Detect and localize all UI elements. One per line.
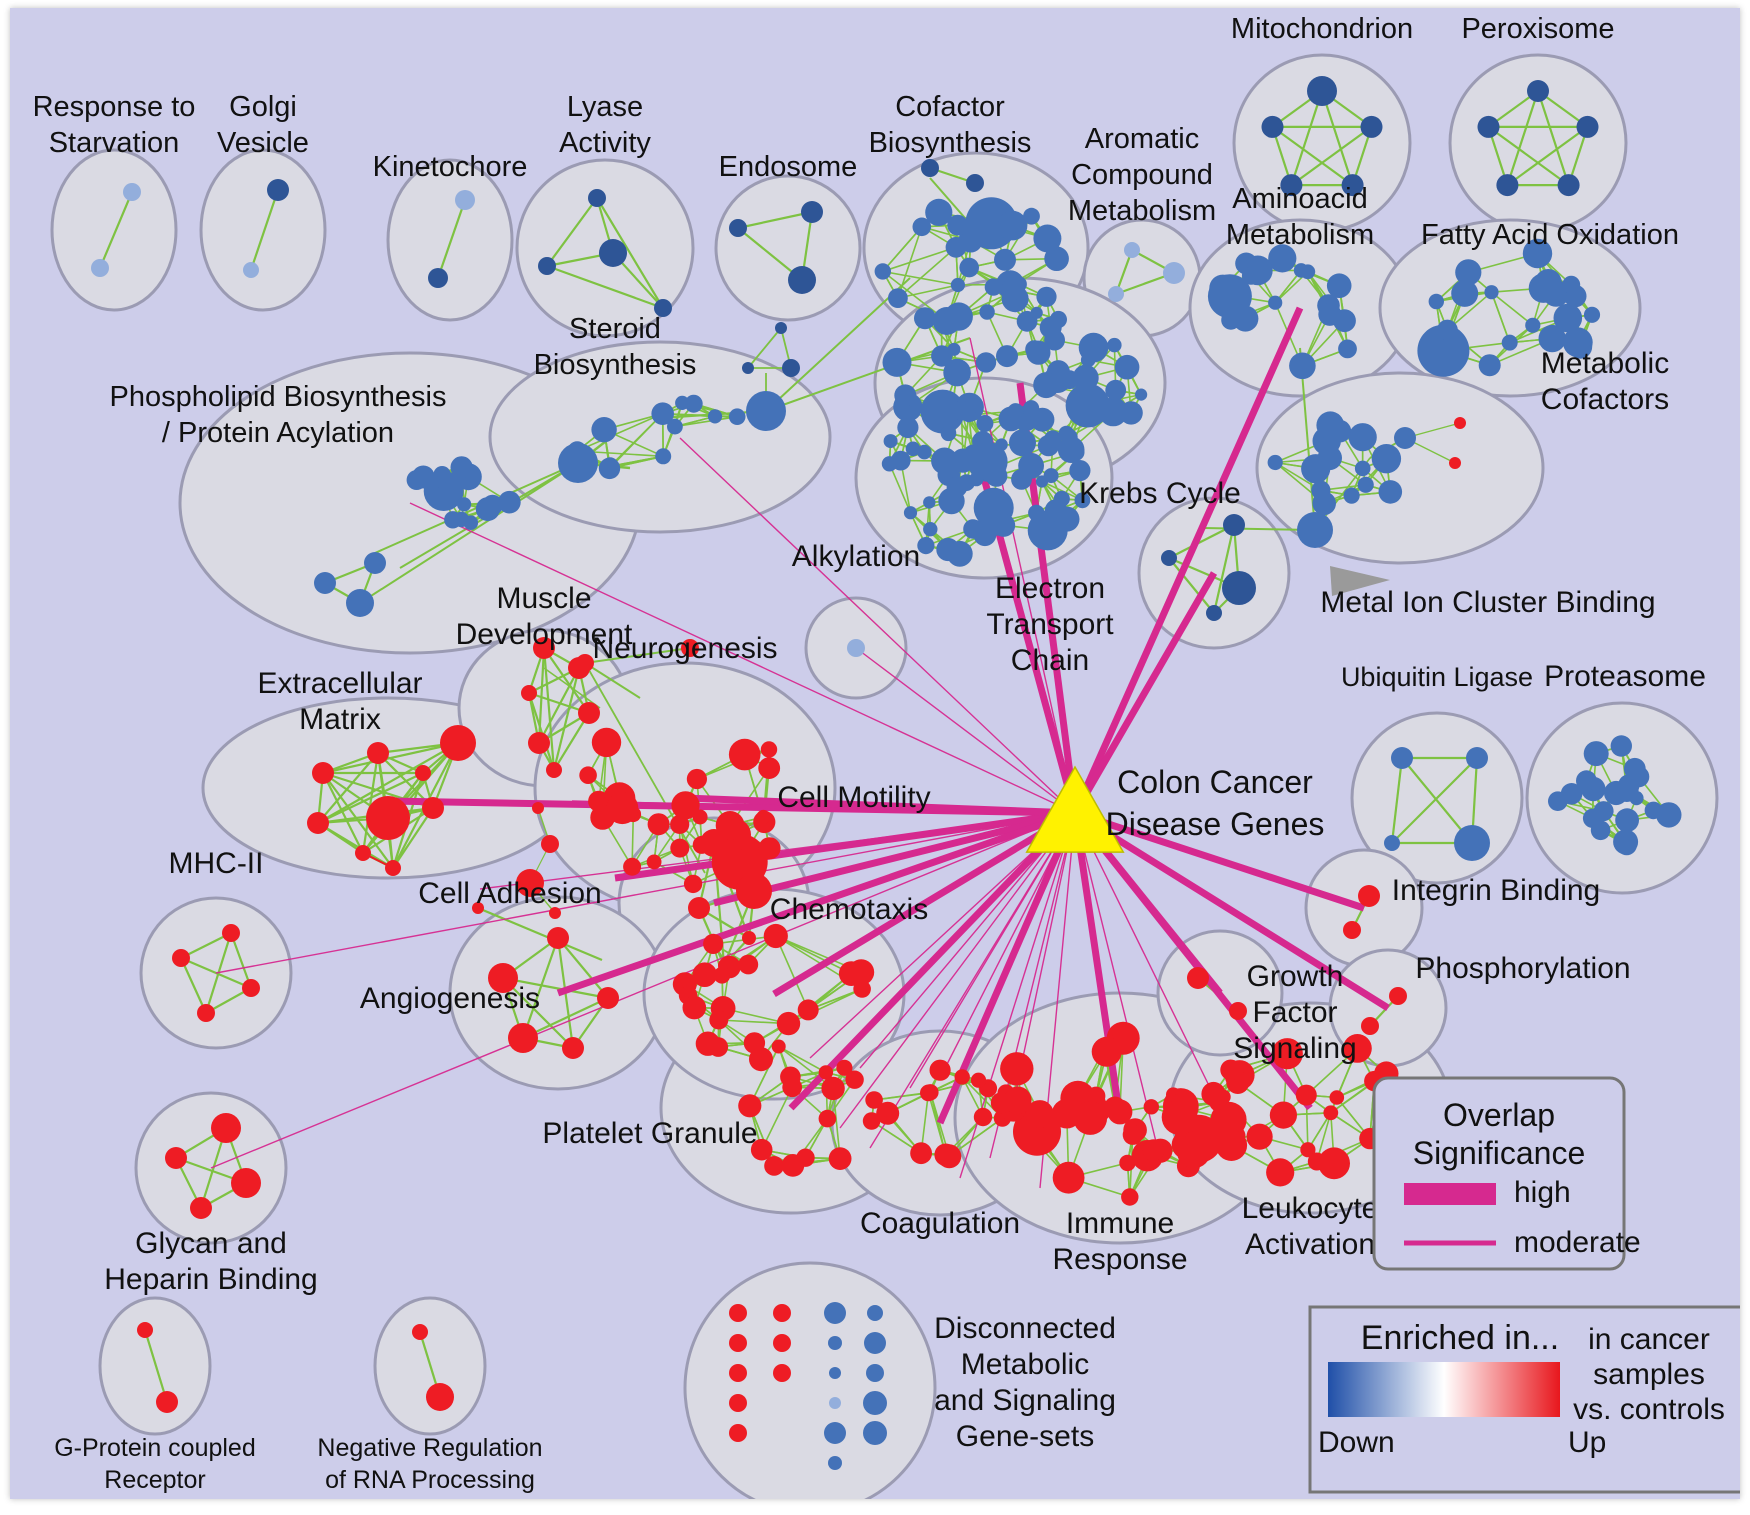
svg-text:Compound: Compound [1071, 159, 1213, 191]
svg-text:Krebs Cycle: Krebs Cycle [1079, 477, 1241, 510]
svg-text:Chemotaxis: Chemotaxis [770, 893, 928, 926]
svg-text:Aminoacid: Aminoacid [1232, 183, 1367, 215]
svg-text:Alkylation: Alkylation [792, 540, 920, 573]
svg-text:Golgi: Golgi [229, 91, 297, 123]
svg-text:Disease Genes: Disease Genes [1106, 806, 1325, 842]
svg-text:/ Protein Acylation: / Protein Acylation [162, 417, 394, 449]
svg-text:Aromatic: Aromatic [1085, 123, 1199, 155]
svg-text:MHC-II: MHC-II [169, 847, 264, 880]
svg-text:Platelet Granule: Platelet Granule [542, 1117, 757, 1150]
svg-text:Metabolism: Metabolism [1068, 195, 1216, 227]
svg-text:Vesicle: Vesicle [217, 127, 309, 159]
svg-text:and Signaling: and Signaling [934, 1384, 1116, 1417]
svg-text:Transport: Transport [986, 608, 1114, 641]
svg-text:Negative Regulation: Negative Regulation [317, 1434, 542, 1462]
svg-text:Starvation: Starvation [49, 127, 180, 159]
svg-text:Response: Response [1052, 1243, 1187, 1276]
svg-text:Endosome: Endosome [719, 151, 858, 183]
svg-text:Ubiquitin Ligase: Ubiquitin Ligase [1341, 662, 1533, 692]
svg-text:Integrin Binding: Integrin Binding [1392, 874, 1600, 907]
svg-text:samples: samples [1593, 1358, 1705, 1391]
svg-text:Peroxisome: Peroxisome [1461, 13, 1614, 45]
svg-text:Chain: Chain [1011, 644, 1089, 677]
svg-text:Activation: Activation [1245, 1228, 1375, 1261]
svg-text:Glycan and: Glycan and [135, 1227, 287, 1260]
svg-text:Disconnected: Disconnected [934, 1312, 1116, 1345]
svg-text:Response to: Response to [33, 91, 196, 123]
svg-text:Enriched in...: Enriched in... [1361, 1319, 1559, 1357]
svg-text:Metabolism: Metabolism [1226, 219, 1374, 251]
svg-text:Phosphorylation: Phosphorylation [1415, 952, 1630, 985]
svg-text:Angiogenesis: Angiogenesis [360, 982, 540, 1015]
svg-text:Colon Cancer: Colon Cancer [1117, 764, 1313, 800]
svg-text:Electron: Electron [995, 572, 1105, 605]
svg-text:Activity: Activity [559, 127, 651, 159]
svg-text:Proteasome: Proteasome [1544, 660, 1706, 693]
svg-text:Overlap: Overlap [1443, 1097, 1555, 1133]
svg-text:Cell Motility: Cell Motility [777, 781, 930, 814]
svg-text:G-Protein coupled: G-Protein coupled [54, 1434, 256, 1462]
svg-text:Coagulation: Coagulation [860, 1207, 1020, 1240]
svg-text:Mitochondrion: Mitochondrion [1231, 13, 1413, 45]
svg-text:Lyase: Lyase [567, 91, 643, 123]
svg-text:Up: Up [1568, 1426, 1606, 1459]
svg-text:Extracellular: Extracellular [257, 667, 422, 700]
svg-text:Metal Ion Cluster Binding: Metal Ion Cluster Binding [1320, 586, 1655, 619]
svg-text:Cell Adhesion: Cell Adhesion [418, 877, 601, 910]
svg-text:Matrix: Matrix [299, 703, 381, 736]
svg-text:Immune: Immune [1066, 1207, 1174, 1240]
svg-text:Steroid: Steroid [569, 313, 661, 345]
svg-text:Cofactor: Cofactor [895, 91, 1005, 123]
svg-text:in cancer: in cancer [1588, 1323, 1710, 1356]
svg-text:Kinetochore: Kinetochore [373, 151, 528, 183]
svg-text:Biosynthesis: Biosynthesis [869, 127, 1032, 159]
svg-text:moderate: moderate [1514, 1226, 1641, 1259]
svg-text:Metabolic: Metabolic [1541, 347, 1669, 380]
svg-text:Heparin Binding: Heparin Binding [104, 1263, 317, 1296]
svg-text:Cofactors: Cofactors [1541, 383, 1669, 416]
svg-text:Growth: Growth [1247, 960, 1344, 993]
svg-text:Factor: Factor [1252, 996, 1337, 1029]
svg-text:high: high [1514, 1176, 1571, 1209]
svg-text:Down: Down [1318, 1426, 1395, 1459]
svg-text:Metabolic: Metabolic [961, 1348, 1089, 1381]
svg-text:Neurogenesis: Neurogenesis [592, 632, 777, 665]
svg-text:Signaling: Signaling [1233, 1032, 1356, 1065]
svg-text:Receptor: Receptor [104, 1466, 205, 1494]
svg-text:of RNA Processing: of RNA Processing [325, 1466, 535, 1494]
svg-text:vs. controls: vs. controls [1573, 1393, 1725, 1426]
svg-text:Significance: Significance [1413, 1135, 1586, 1171]
svg-text:Leukocyte: Leukocyte [1242, 1192, 1379, 1225]
svg-text:Muscle: Muscle [496, 582, 591, 615]
svg-text:Biosynthesis: Biosynthesis [534, 349, 697, 381]
svg-text:Phospholipid Biosynthesis: Phospholipid Biosynthesis [110, 381, 447, 413]
svg-text:Fatty Acid Oxidation: Fatty Acid Oxidation [1421, 219, 1679, 251]
svg-text:Gene-sets: Gene-sets [956, 1420, 1094, 1453]
